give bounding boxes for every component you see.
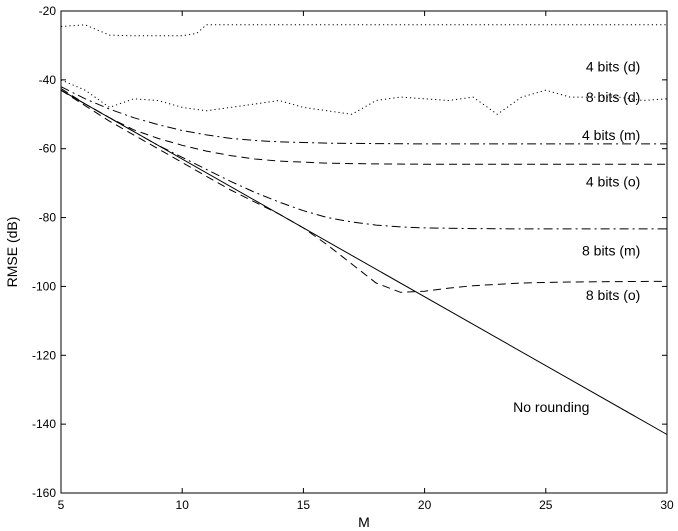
y-axis-label: RMSE (dB) (4, 217, 20, 288)
y-tick-label: -60 (39, 142, 57, 156)
series-label-8-bits-m: 8 bits (m) (582, 242, 640, 258)
series-label-8-bits-d: 8 bits (d) (586, 89, 640, 105)
x-axis-label: M (358, 514, 370, 530)
series-line-no-rounding (60, 89, 668, 435)
series-line-8-bits-o (60, 89, 668, 293)
series-labels: No rounding 4 bits (d) 8 bits (d) 4 bits (m… (513, 58, 640, 415)
x-tick-label: 20 (418, 498, 432, 512)
series-label-no-rounding: No rounding (513, 399, 589, 415)
y-tick-label: -20 (39, 4, 57, 18)
y-tick-label: -120 (32, 348, 56, 362)
series-line-8-bits-d (60, 79, 668, 115)
series-label-4-bits-o: 4 bits (o) (586, 174, 640, 190)
series-label-4-bits-m: 4 bits (m) (582, 127, 640, 143)
series-label-4-bits-d: 4 bits (d) (586, 58, 640, 74)
x-tick-label: 30 (660, 498, 674, 512)
y-tick-label: -40 (39, 73, 57, 87)
axis-ticks: 5 10 15 20 25 30 -160 -140 -120 -100 -80 -60 -40 -20 (32, 4, 674, 512)
series-line-4-bits-m (60, 86, 667, 145)
y-tick-label: -140 (32, 417, 56, 431)
x-tick-label: 15 (297, 498, 311, 512)
series-line-4-bits-d (60, 24, 667, 37)
y-tick-label: -80 (39, 211, 57, 225)
series-line-8-bits-m (60, 89, 667, 230)
y-tick-label: -100 (32, 279, 56, 293)
y-tick-label: -160 (32, 486, 56, 500)
x-tick-label: 10 (176, 498, 190, 512)
x-tick-label: 5 (58, 498, 65, 512)
series-line-4-bits-o (60, 88, 667, 165)
x-tick-label: 25 (539, 498, 553, 512)
plot-area-frame (60, 10, 668, 494)
series-lines (60, 24, 668, 435)
series-label-8-bits-o: 8 bits (o) (586, 287, 640, 303)
